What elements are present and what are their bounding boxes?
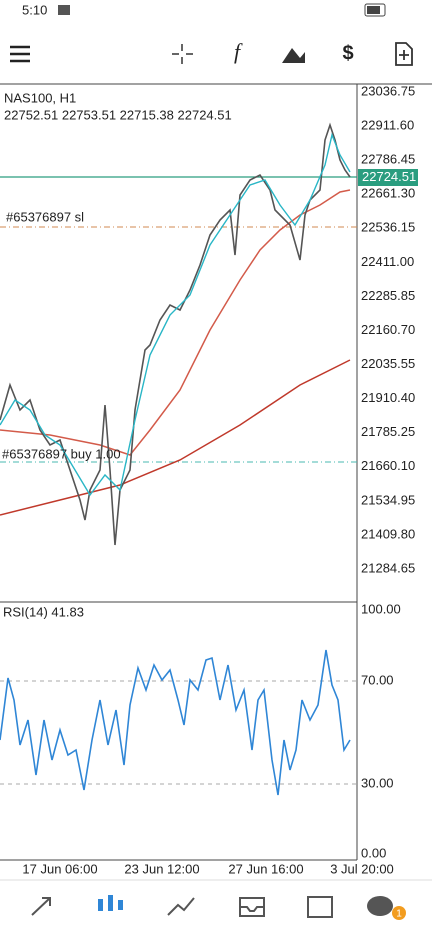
crosshair-button[interactable] [172, 44, 193, 64]
price-series [0, 122, 351, 546]
indicators-button[interactable]: f [234, 39, 243, 64]
time-label: 3 Jul 20:00 [330, 861, 394, 876]
new-order-button[interactable] [395, 42, 413, 66]
indicator-label: RSI(14) 41.83 [3, 604, 84, 619]
price-label: 23036.75 [361, 83, 415, 98]
price-label: 22035.55 [361, 356, 415, 371]
price-label: 21660.10 [361, 458, 415, 473]
status-icon [58, 5, 70, 15]
time-label: 27 Jun 16:00 [228, 861, 303, 876]
rsi-label: 0.00 [361, 845, 386, 860]
chart-frame [0, 83, 432, 861]
order-sl: #65376897 sl [6, 209, 84, 224]
nav-messages[interactable] [367, 896, 393, 916]
nav-trade[interactable] [167, 897, 195, 916]
price-label: 22536.15 [361, 220, 415, 235]
objects-button[interactable] [282, 48, 305, 63]
price-label: 21284.65 [361, 560, 415, 575]
nav-news[interactable] [307, 896, 333, 918]
price-label: 21910.40 [361, 390, 415, 405]
ma-slow [0, 359, 351, 516]
price-label: 22411.00 [361, 254, 414, 269]
price-label: 21785.25 [361, 424, 415, 439]
badge [392, 906, 406, 920]
price-label: 22786.45 [361, 152, 415, 167]
symbol: NAS100, H1 [4, 90, 76, 105]
nav-history[interactable] [239, 897, 265, 917]
price-label: 22911.60 [361, 118, 414, 133]
order-buy: #65376897 buy 1.00 [2, 446, 121, 461]
time-label: 23 Jun 12:00 [124, 861, 199, 876]
current-price-tag [358, 169, 418, 186]
rsi-series [0, 649, 351, 796]
time-label: 17 Jun 06:00 [22, 861, 97, 876]
status-time: 5:10 [22, 2, 47, 17]
price-label: 22661.30 [361, 186, 415, 201]
rsi-label: 70.00 [361, 672, 394, 687]
ohlc: 22752.51 22753.51 22715.38 22724.51 [4, 107, 232, 122]
nav-quotes[interactable] [31, 897, 51, 916]
price-label: 22160.70 [361, 322, 415, 337]
battery-level [367, 6, 380, 14]
price-label: 21534.95 [361, 492, 415, 507]
ma-fast [0, 132, 351, 497]
price-label: 21409.80 [361, 526, 415, 541]
symbols-button[interactable]: $ [342, 42, 353, 64]
ma-mid [0, 189, 351, 456]
nav-chart[interactable] [98, 895, 123, 911]
current-price: 22724.51 [362, 169, 416, 184]
battery [364, 3, 386, 17]
badge-count: 1 [396, 909, 402, 920]
menu-button[interactable] [10, 45, 30, 63]
rsi-label: 100.00 [361, 601, 401, 616]
rsi-label: 30.00 [361, 775, 394, 790]
price-label: 22285.85 [361, 288, 415, 303]
